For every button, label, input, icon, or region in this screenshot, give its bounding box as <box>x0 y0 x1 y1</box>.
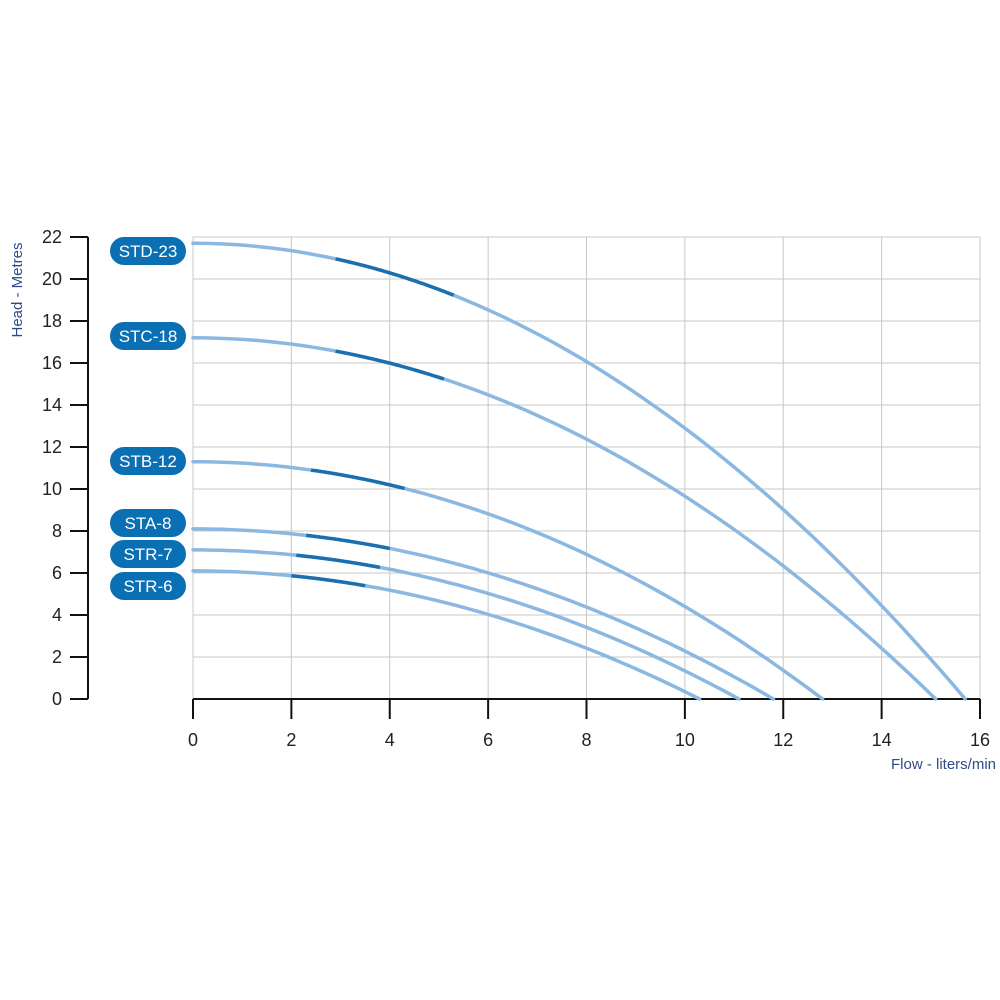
series-label-badge <box>108 320 188 352</box>
series-line-stb-12 <box>191 459 825 701</box>
x-tick-label: 4 <box>385 730 395 750</box>
series-label-badge <box>108 445 188 477</box>
series-label-stb-12: STB-12 <box>108 445 188 477</box>
x-axis-title: Flow - liters/min <box>891 756 996 773</box>
series-label-text: STB-12 <box>119 452 177 471</box>
y-tick-label: 4 <box>52 605 62 625</box>
series-label-badge <box>108 570 188 602</box>
series-line-std-23 <box>191 241 967 701</box>
series-line-str-6 <box>191 569 702 701</box>
operating-range-stb-12 <box>310 468 405 491</box>
series-labels: STD-23 STC-18 STB-12 STA-8 STR-7 STR-6 <box>108 235 188 602</box>
x-tick-label: 8 <box>581 730 591 750</box>
x-tick-label: 0 <box>188 730 198 750</box>
y-tick-label: 6 <box>52 563 62 583</box>
operating-range-stc-18 <box>335 349 445 381</box>
operating-range-sta-8 <box>305 533 391 551</box>
series-label-stc-18: STC-18 <box>108 320 188 352</box>
series-line-stc-18 <box>191 336 938 701</box>
x-tick-label: 16 <box>970 730 990 750</box>
x-tick-label: 6 <box>483 730 493 750</box>
series-line-sta-8 <box>191 527 776 701</box>
y-tick-label: 0 <box>52 689 62 709</box>
series-label-sta-8: STA-8 <box>108 507 188 539</box>
x-tick-label: 10 <box>675 730 695 750</box>
series-label-str-7: STR-7 <box>108 538 188 570</box>
series-label-text: STR-7 <box>123 545 172 564</box>
axes: 0 2 4 6 8 10 12 14 16 18 20 22 0 2 4 6 8 10 12 14 16 <box>42 227 990 750</box>
operating-range-str-6 <box>291 573 366 588</box>
series-label-std-23: STD-23 <box>108 235 188 267</box>
series-label-text: STA-8 <box>125 514 172 533</box>
y-tick-label: 18 <box>42 311 62 331</box>
series-label-badge <box>108 235 188 267</box>
operating-range-str-7 <box>296 553 381 570</box>
y-tick-label: 8 <box>52 521 62 541</box>
y-tick-label: 12 <box>42 437 62 457</box>
series-label-text: STC-18 <box>119 327 178 346</box>
curves <box>191 241 967 701</box>
series-line-str-7 <box>191 548 741 701</box>
y-tick-label: 20 <box>42 269 62 289</box>
x-tick-label: 2 <box>286 730 296 750</box>
y-axis-title: Head - Metres <box>9 242 26 337</box>
y-tick-label: 14 <box>42 395 62 415</box>
y-tick-label: 2 <box>52 647 62 667</box>
operating-range-std-23 <box>335 257 455 297</box>
x-tick-label: 14 <box>872 730 892 750</box>
series-label-badge <box>108 538 188 570</box>
y-tick-label: 22 <box>42 227 62 247</box>
x-tick-label: 12 <box>773 730 793 750</box>
y-tick-label: 16 <box>42 353 62 373</box>
y-tick-label: 10 <box>42 479 62 499</box>
series-label-text: STD-23 <box>119 242 178 261</box>
series-label-str-6: STR-6 <box>108 570 188 602</box>
series-label-text: STR-6 <box>123 577 172 596</box>
